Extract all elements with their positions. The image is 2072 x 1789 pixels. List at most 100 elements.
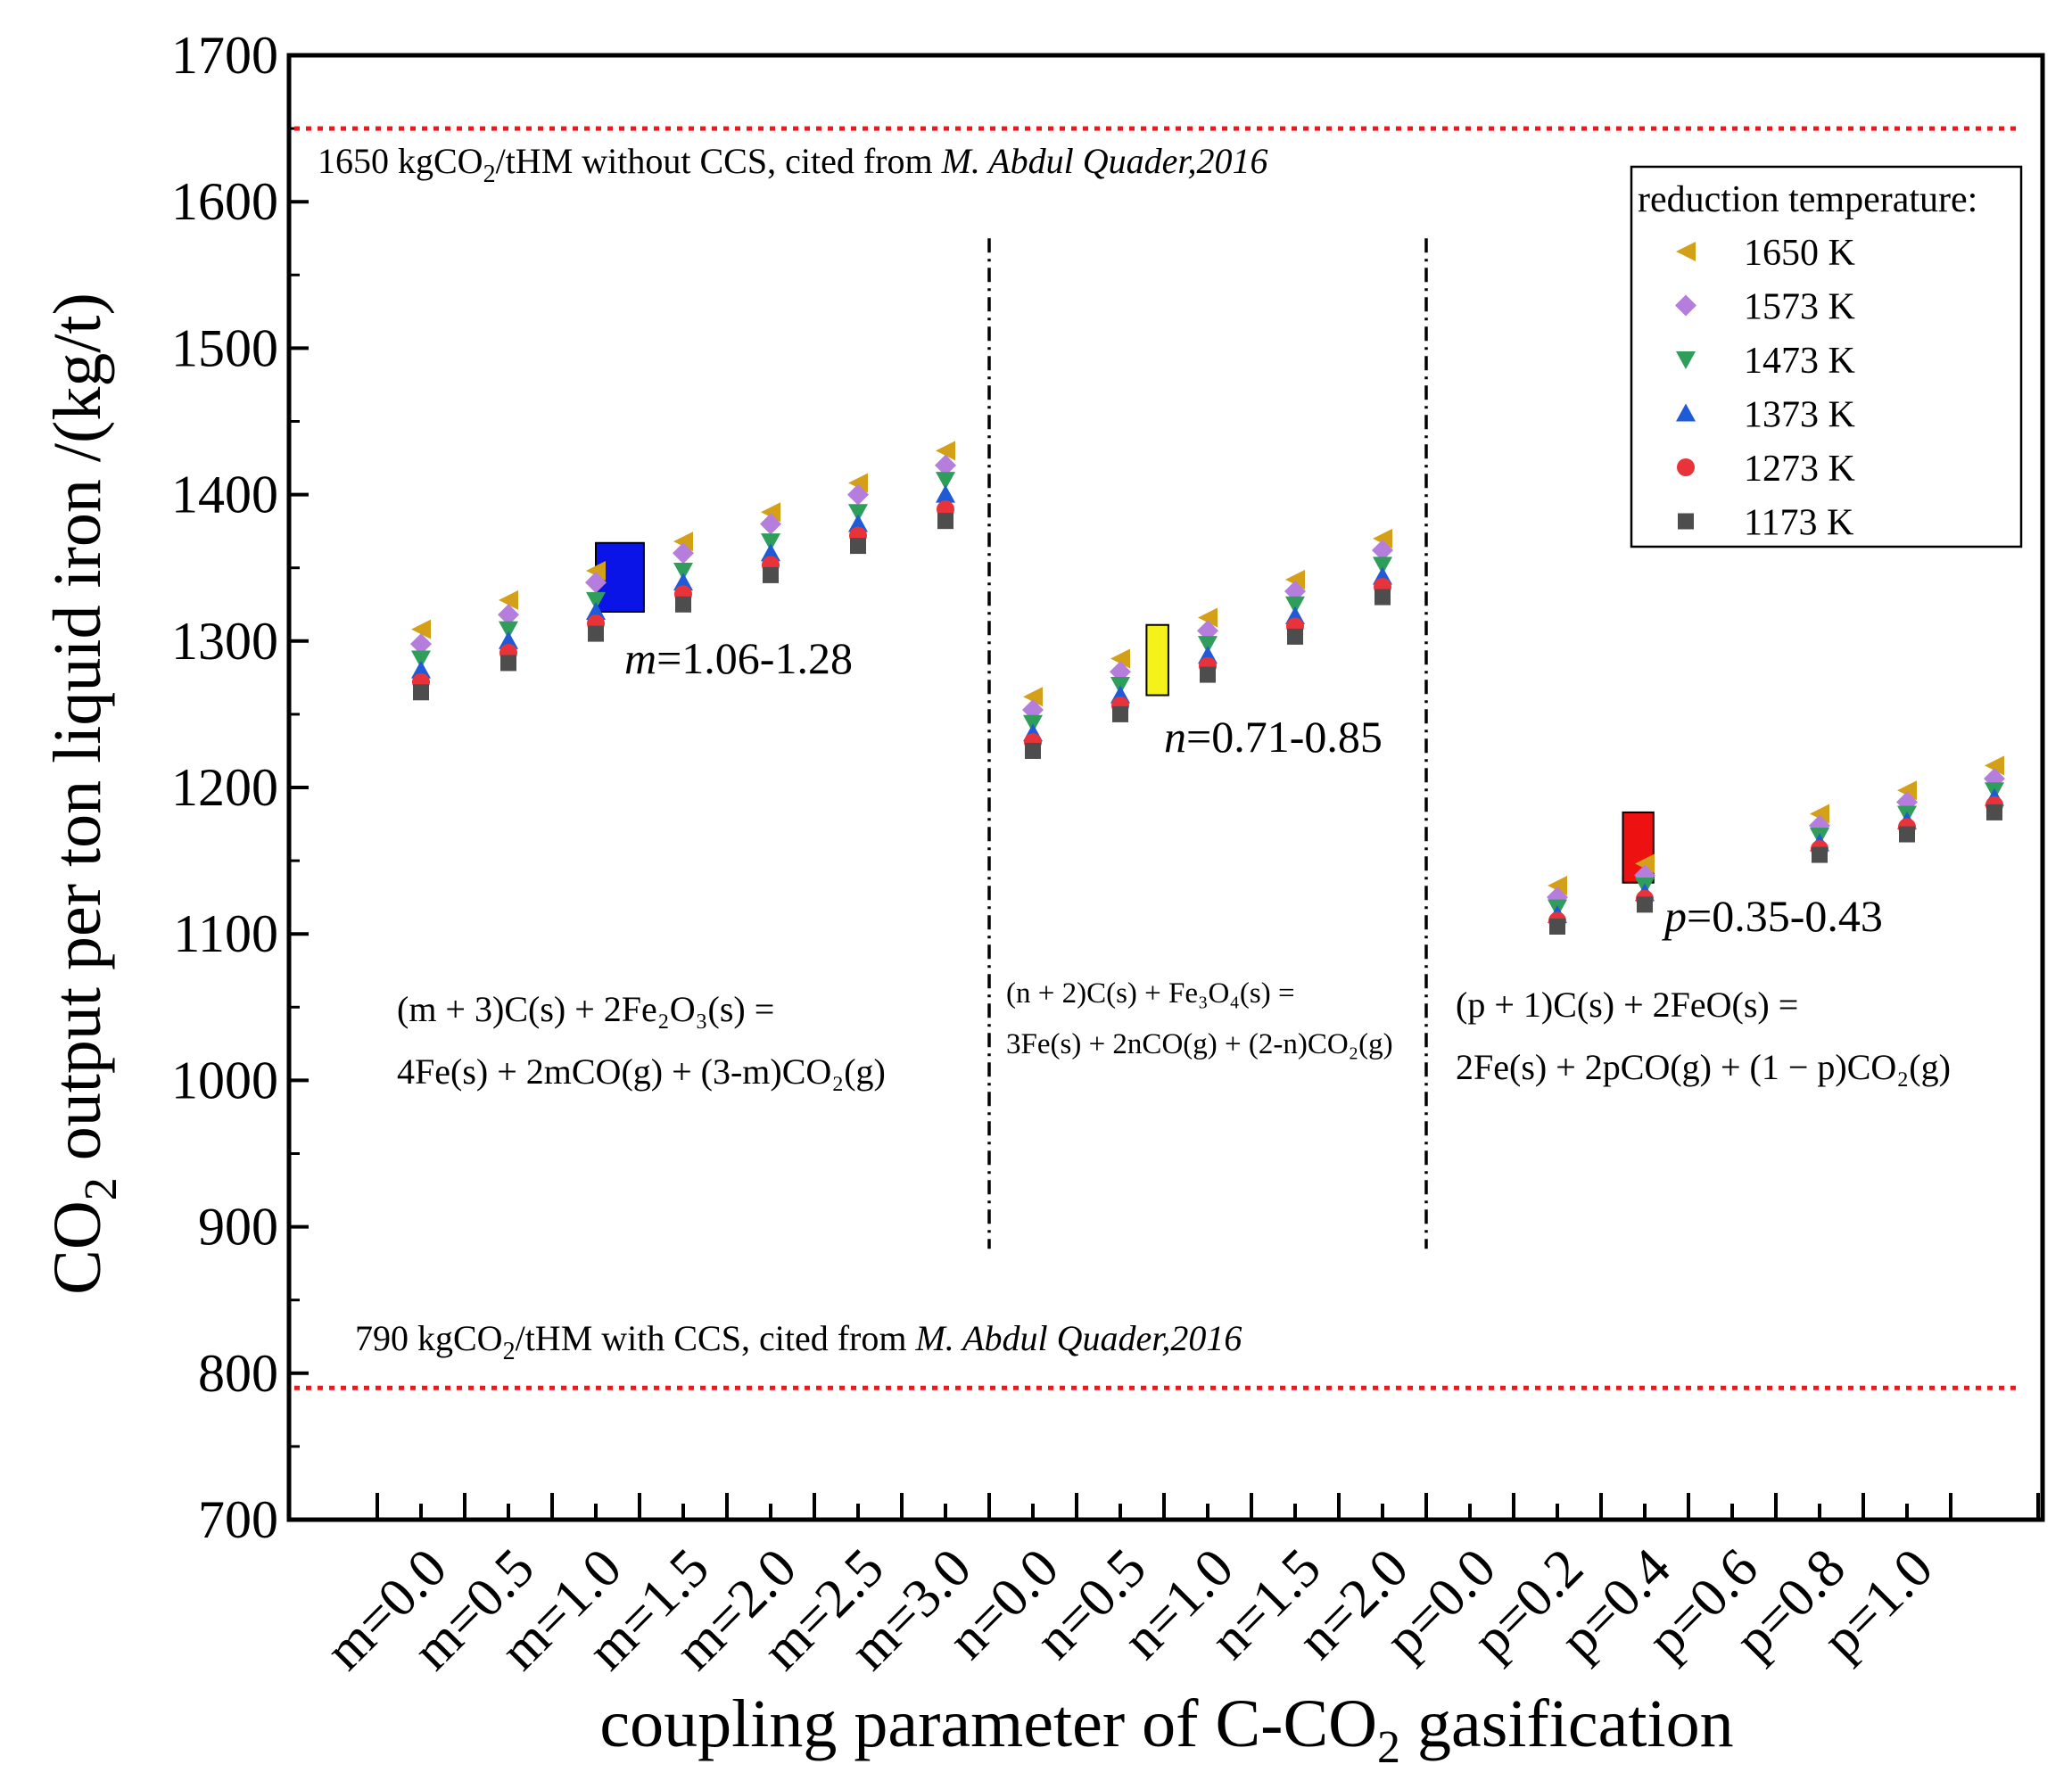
y-tick-label: 1200 [171,758,278,817]
series-1573-K [410,454,2005,909]
legend: reduction temperature: 1650 K 1573 K 1473 K… [1630,165,2023,548]
data-point [1548,876,1567,896]
data-point [585,572,607,594]
data-point [1025,742,1041,759]
data-point [1285,569,1305,589]
data-point [673,573,693,591]
data-point [848,473,868,493]
x-axis-title-part1: coupling parameter of C-CO [599,1686,1377,1761]
data-point [673,562,693,581]
data-point [1198,636,1218,655]
data-point [937,513,953,530]
data-point [1198,607,1218,628]
data-point [1897,780,1917,801]
data-point [411,660,431,679]
legend-entry-label: 1473 K [1744,341,1855,382]
reference-lines: 1650 kgCO2/tHM without CCS, cited from M… [294,126,2016,1390]
x-axis-title-sub: 2 [1377,1722,1400,1773]
data-point [1285,596,1305,614]
data-point [1112,705,1128,722]
data-point [1810,804,1829,824]
data-point [500,655,516,672]
data-point [1985,755,2004,776]
data-point [1110,648,1130,669]
legend-entry-label: 1573 K [1744,287,1855,328]
y-tick-label: 1600 [171,172,278,231]
data-point [936,441,955,461]
legend-marker [1675,294,1696,317]
highlight-range-label: p=0.35-0.43 [1662,891,1883,941]
legend-marker [1677,458,1695,476]
data-point [410,633,432,655]
data-point [1637,896,1653,913]
data-point [413,684,429,701]
y-tick-label: 900 [198,1198,278,1257]
y-axis-title-part1: CO [40,1200,115,1295]
data-point [1372,539,1393,561]
legend-marker [1676,403,1696,422]
data-point [586,601,606,620]
x-axis-title: coupling parameter of C-CO2 gasification [599,1686,1733,1773]
axis-ticks: 700 800 900 1000 1100 1200 1300 1400 1500 1600 170… [171,26,2040,1549]
data-point [936,472,955,491]
highlight-range-label: n=0.71-0.85 [1164,712,1383,762]
data-point [1899,826,1915,843]
data-point [673,532,693,552]
data-point [411,650,431,669]
data-point [1812,846,1828,863]
reference-line-label: 790 kgCO2/tHM with CCS, cited from M. Ab… [355,1318,1242,1365]
data-point [588,625,604,642]
legend-marker [1676,351,1696,369]
data-point [848,504,868,523]
legend-title: reduction temperature: [1638,179,1977,220]
data-point [760,513,781,535]
data-point [850,538,866,555]
y-axis-title-sub: 2 [76,1177,127,1200]
highlight-ranges: m=1.06-1.28 n=0.71-0.85 p=0.35-0.43 [595,541,1883,941]
y-tick-label: 1100 [173,904,278,963]
data-point [761,533,780,552]
reference-line-label: 1650 kgCO2/tHM without CCS, cited from M… [318,141,1268,188]
data-point [935,454,956,476]
equation-line1: (n + 2)C(s) + Fe₃O₄(s) = [1006,977,1295,1010]
x-axis-title-part2: gasification [1400,1686,1734,1761]
data-point [586,591,606,610]
y-tick-label: 1300 [171,612,278,671]
legend-marker [1676,242,1696,261]
data-point [1549,918,1565,935]
series-1173-K [413,513,2002,935]
data-point [1200,666,1216,683]
equation-line2: 3Fe(s) + 2nCO(g) + (2-n)CO₂(g) [1006,1028,1393,1060]
highlight-range-label: m=1.06-1.28 [624,633,853,683]
data-point [936,484,955,503]
y-tick-label: 1400 [171,466,278,524]
data-point [411,619,431,639]
data-point [761,502,780,523]
y-axis-title: CO2 output per ton liquid iron /(kg/t) [40,293,127,1295]
y-tick-label: 700 [198,1490,278,1549]
reaction-equations: (m + 3)C(s) + 2Fe₂O₃(s) = 4Fe(s) + 2mCO(g… [397,977,1951,1092]
data-point [675,596,691,613]
data-point [847,483,869,506]
legend-entry-label: 1373 K [1744,395,1855,436]
equation-line2: 4Fe(s) + 2mCO(g) + (3-m)CO₂(g) [397,1051,886,1092]
legend-entry-label: 1273 K [1744,449,1855,490]
data-point [673,542,694,565]
highlight-range-box [1145,623,1169,697]
y-tick-label: 1000 [171,1051,278,1109]
legend-box [1630,165,2023,548]
data-point [1986,804,2002,820]
series-1373-K [411,484,2004,923]
data-point [499,631,518,649]
data-point [1287,628,1303,645]
data-point [499,589,518,610]
series-1650-K [411,441,2004,896]
data-point [1635,853,1655,874]
data-point [761,543,780,562]
axis-labels: m=0.0m=0.5m=1.0m=1.5m=2.0m=2.5m=3.0n=0.0… [314,1538,1944,1682]
y-tick-label: 1500 [171,318,278,377]
data-point [1023,687,1043,707]
data-point [848,514,868,532]
legend-entry-label: 1173 K [1744,503,1853,544]
